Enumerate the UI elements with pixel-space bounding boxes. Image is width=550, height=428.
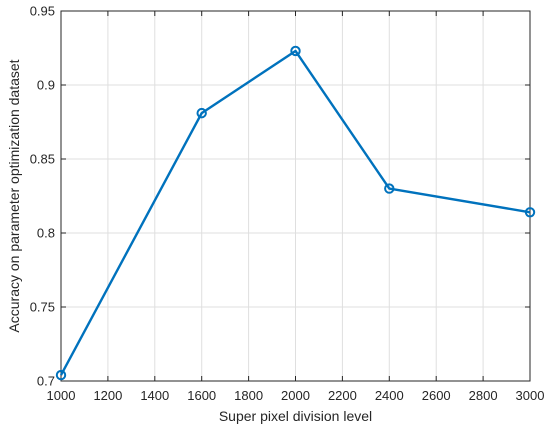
data-point	[384, 183, 395, 194]
x-tick-label: 2600	[422, 388, 451, 403]
x-tick-label: 3000	[516, 388, 545, 403]
x-tick-label: 1200	[93, 388, 122, 403]
y-axis-label: Accuracy on parameter optimization datas…	[6, 59, 22, 332]
x-tick-label: 1000	[47, 388, 76, 403]
y-tick-label: 0.9	[37, 78, 55, 93]
series	[55, 45, 536, 381]
x-tick-label: 2400	[375, 388, 404, 403]
x-axis-label: Super pixel division level	[219, 408, 372, 424]
y-tick-label: 0.95	[30, 4, 55, 19]
axis-ticks	[60, 10, 531, 382]
x-tick-label: 2000	[281, 388, 310, 403]
grid	[60, 10, 531, 382]
x-tick-label: 2800	[469, 388, 498, 403]
y-tick-label: 0.75	[30, 300, 55, 315]
data-point	[196, 107, 207, 119]
y-axis-tick-labels: 0.7 0.75 0.8 0.85 0.9 0.95	[30, 4, 55, 389]
x-tick-label: 1800	[234, 388, 263, 403]
data-point	[290, 45, 301, 57]
data-point	[524, 207, 536, 218]
y-tick-label: 0.7	[37, 374, 55, 389]
x-axis-tick-labels: 1000 1200 1400 1600 1800 2000 2200 2400 2600 2800…	[47, 388, 545, 403]
x-tick-label: 1600	[187, 388, 216, 403]
data-point	[55, 369, 67, 381]
y-tick-label: 0.8	[37, 226, 55, 241]
x-tick-label: 1400	[140, 388, 169, 403]
x-tick-label: 2200	[328, 388, 357, 403]
series-line	[59, 49, 531, 376]
y-tick-label: 0.85	[30, 152, 55, 167]
